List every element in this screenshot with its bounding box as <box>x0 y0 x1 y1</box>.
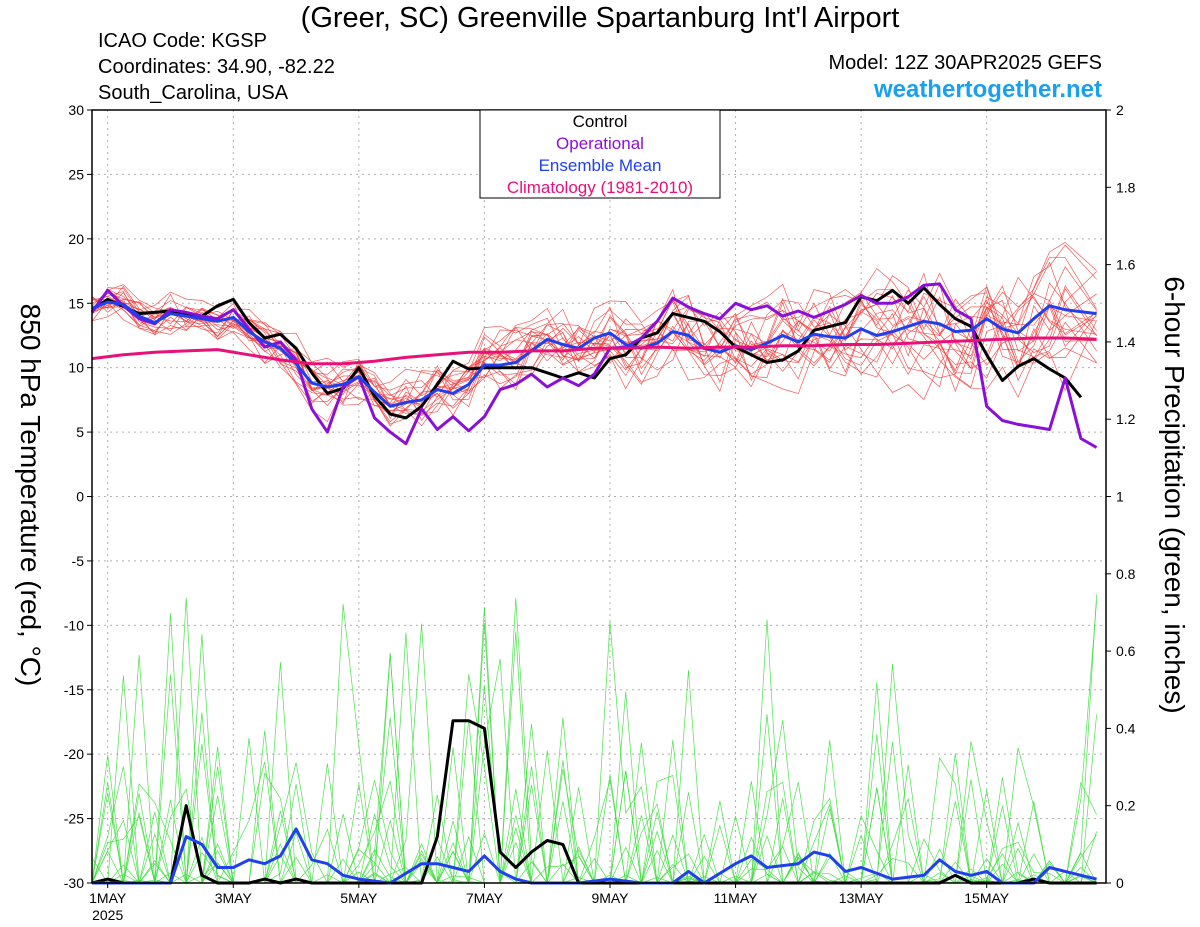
temp-series-control <box>91 286 1083 420</box>
tick-label-right: 1.6 <box>1116 257 1136 273</box>
legend-entry-operational: Operational <box>556 134 644 153</box>
ensemble-precip-member <box>92 622 1097 884</box>
ensemble-precip-member <box>91 670 1097 885</box>
tick-label-right: 0.8 <box>1116 566 1136 582</box>
tick-label-left: 30 <box>68 102 84 118</box>
ensemble-temp-member <box>91 272 1097 403</box>
tick-label-right: 1 <box>1116 489 1124 505</box>
ensemble-precip-members <box>91 594 1097 885</box>
ensemble-temp-member <box>91 261 1097 415</box>
tick-label-right: 1.2 <box>1116 411 1136 427</box>
tick-label-year: 2025 <box>92 907 123 923</box>
tick-label-left: -20 <box>64 746 84 762</box>
ensemble-precip-member <box>92 613 1097 885</box>
ensemble-precip-member <box>92 598 1097 885</box>
ensemble-precip-member <box>92 600 1097 884</box>
ensemble-temp-member <box>91 241 1097 416</box>
legend-entry-mean: Ensemble Mean <box>539 156 662 175</box>
tick-label-right: 1.4 <box>1116 334 1136 350</box>
tick-label-left: 15 <box>68 295 84 311</box>
ensemble-precip-member <box>92 621 1097 884</box>
ensemble-temp-member <box>91 285 1097 427</box>
highlight-series <box>90 282 1098 885</box>
model-run: Model: 12Z 30APR2025 GEFS <box>828 52 1102 74</box>
region: South_Carolina, USA <box>98 82 289 104</box>
tick-label-right: 0.4 <box>1116 720 1136 736</box>
ensemble-precip-member <box>92 597 1097 885</box>
ensemble-temperature-members <box>91 241 1097 427</box>
tick-label-x: 9MAY <box>591 890 629 906</box>
ensemble-precip-member <box>91 691 1097 884</box>
tick-label-left: -15 <box>64 682 84 698</box>
site-link[interactable]: weathertogether.net <box>873 76 1102 103</box>
chart-title: (Greer, SC) Greenville Spartanburg Int'l… <box>300 2 900 34</box>
ensemble-temp-member <box>91 275 1097 423</box>
legend-entry-climatology: Climatology (1981-2010) <box>507 178 693 197</box>
tick-label-left: 20 <box>68 231 84 247</box>
ensemble-precip-member <box>92 619 1097 885</box>
tick-label-right: 0.6 <box>1116 643 1136 659</box>
ensemble-precip-member <box>91 606 1097 885</box>
ensemble-precip-member <box>91 662 1097 884</box>
tick-label-left: -25 <box>64 811 84 827</box>
legend: Control Operational Ensemble Mean Climat… <box>479 109 721 199</box>
tick-label-x: 13MAY <box>839 890 885 906</box>
axis-ticks: 302520151050-5-10-15-20-25-3021.81.61.41… <box>64 102 1136 923</box>
legend-entry-control: Control <box>573 112 628 131</box>
tick-label-right: 0 <box>1116 875 1124 891</box>
tick-label-left: 0 <box>76 489 84 505</box>
tick-label-x: 7MAY <box>466 890 504 906</box>
ensemble-precip-member <box>91 682 1097 885</box>
tick-label-right: 0.2 <box>1116 798 1136 814</box>
tick-label-x: 3MAY <box>215 890 253 906</box>
ensemble-precip-member <box>92 594 1097 884</box>
tick-label-left: 25 <box>68 166 84 182</box>
legend-box <box>479 109 721 199</box>
ensemble-temp-member <box>91 288 1097 415</box>
tick-label-x: 1MAY <box>89 890 127 906</box>
tick-label-x: 5MAY <box>340 890 378 906</box>
tick-label-left: -30 <box>64 875 84 891</box>
temp-series-climatology-1981-2010 <box>91 336 1097 366</box>
tick-label-right: 2 <box>1116 102 1124 118</box>
temp-series-ensemble-mean <box>91 300 1097 408</box>
tick-label-left: -5 <box>72 553 85 569</box>
tick-label-left: 5 <box>76 424 84 440</box>
tick-label-left: 10 <box>68 360 84 376</box>
tick-label-x: 11MAY <box>714 890 758 906</box>
coordinates: Coordinates: 34.90, -82.22 <box>98 56 335 78</box>
tick-label-left: -10 <box>64 617 84 633</box>
temp-series-operational <box>90 282 1098 449</box>
ensemble-precip-member <box>91 623 1097 884</box>
icao-code: ICAO Code: KGSP <box>98 30 267 52</box>
tick-label-right: 1.8 <box>1116 179 1136 195</box>
tick-label-x: 15MAY <box>964 890 1010 906</box>
